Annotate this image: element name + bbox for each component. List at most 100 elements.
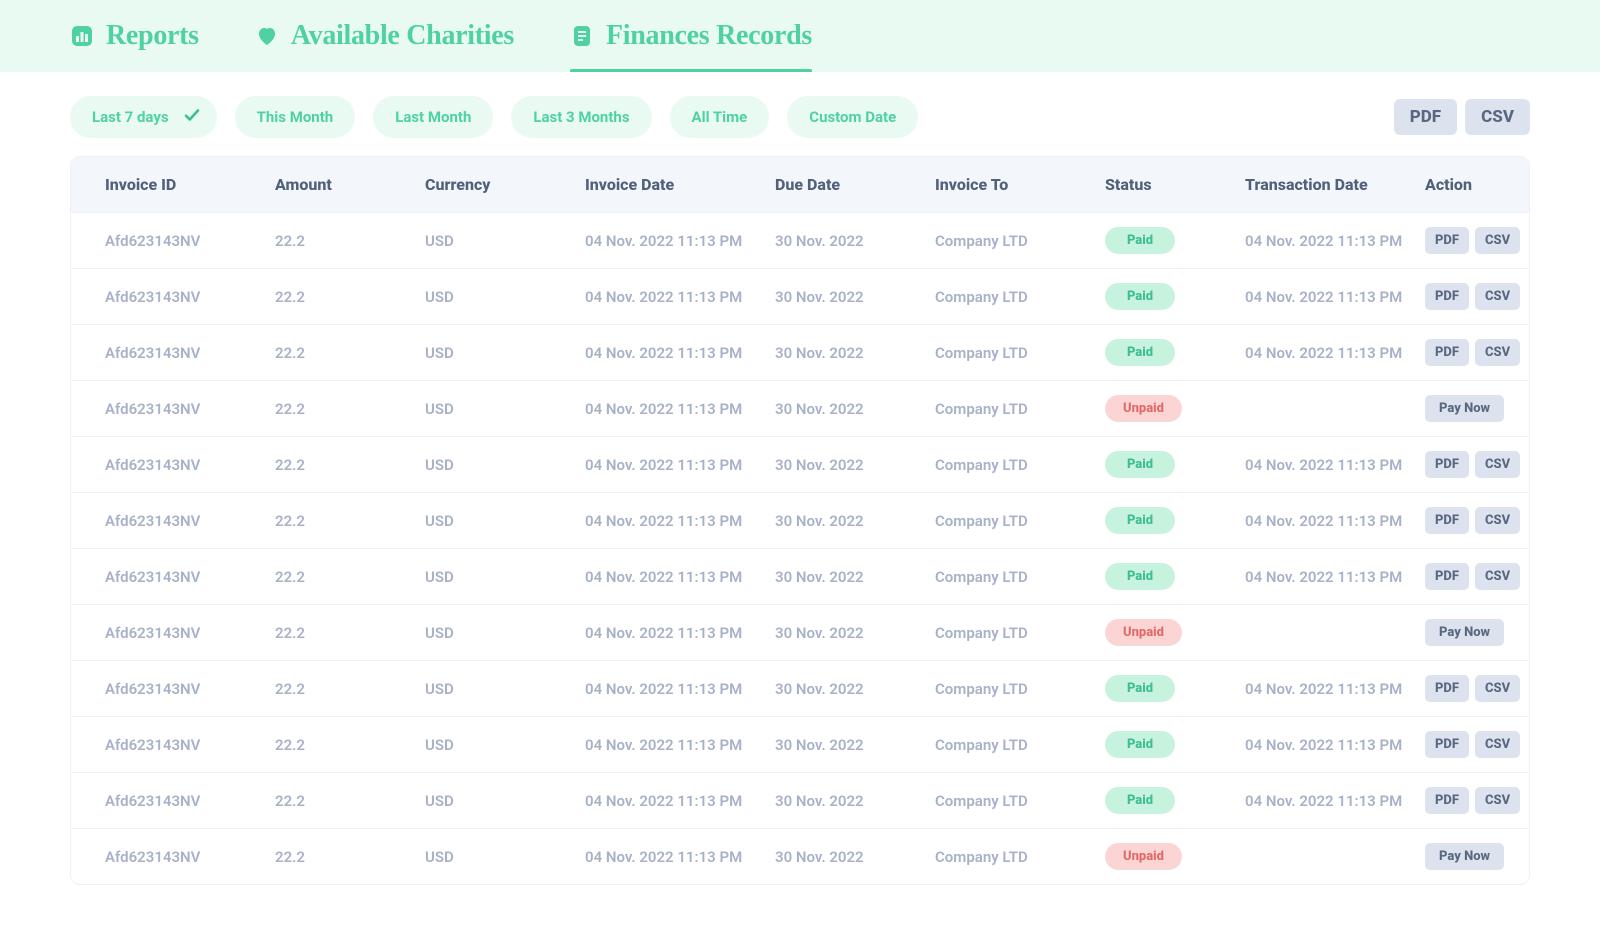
status-chip: Paid xyxy=(1105,563,1175,590)
pay-now-button[interactable]: Pay Now xyxy=(1425,843,1504,870)
table-row: Afd623143NV22.2USD04 Nov. 2022 11:13 PM3… xyxy=(71,436,1529,492)
row-pdf-button[interactable]: PDF xyxy=(1425,339,1469,366)
row-pdf-button[interactable]: PDF xyxy=(1425,227,1469,254)
row-csv-button[interactable]: CSV xyxy=(1475,787,1520,814)
cell-due-date: 30 Nov. 2022 xyxy=(775,400,935,418)
cell-invoice-id: Afd623143NV xyxy=(105,792,275,810)
row-csv-button[interactable]: CSV xyxy=(1475,507,1520,534)
cell-invoice-id: Afd623143NV xyxy=(105,456,275,474)
cell-currency: USD xyxy=(425,848,585,866)
cell-status: Paid xyxy=(1105,731,1245,758)
row-pdf-button[interactable]: PDF xyxy=(1425,675,1469,702)
filter-pill[interactable]: Last Month xyxy=(373,96,493,138)
status-chip: Unpaid xyxy=(1105,395,1182,422)
pay-now-button[interactable]: Pay Now xyxy=(1425,619,1504,646)
cell-transaction-date: 04 Nov. 2022 11:13 PM xyxy=(1245,792,1425,810)
cell-amount: 22.2 xyxy=(275,792,425,810)
cell-due-date: 30 Nov. 2022 xyxy=(775,736,935,754)
cell-invoice-id: Afd623143NV xyxy=(105,400,275,418)
filter-pill[interactable]: Custom Date xyxy=(787,96,918,138)
filter-bar: Last 7 days This Month Last Month Last 3 Mo… xyxy=(0,72,1600,156)
cell-invoice-to: Company LTD xyxy=(935,736,1105,754)
cell-amount: 22.2 xyxy=(275,232,425,250)
tab-label: Finances Records xyxy=(606,20,812,52)
table-row: Afd623143NV22.2USD04 Nov. 2022 11:13 PM3… xyxy=(71,212,1529,268)
cell-amount: 22.2 xyxy=(275,624,425,642)
cell-actions: Pay Now xyxy=(1425,843,1530,870)
status-chip: Paid xyxy=(1105,227,1175,254)
cell-invoice-to: Company LTD xyxy=(935,288,1105,306)
column-header: Due Date xyxy=(775,175,935,194)
cell-amount: 22.2 xyxy=(275,736,425,754)
cell-transaction-date: 04 Nov. 2022 11:13 PM xyxy=(1245,456,1425,474)
cell-actions: Pay Now xyxy=(1425,395,1530,422)
cell-status: Paid xyxy=(1105,563,1245,590)
status-chip: Paid xyxy=(1105,507,1175,534)
cell-actions: PDFCSV xyxy=(1425,227,1530,254)
heart-icon xyxy=(255,24,279,48)
row-csv-button[interactable]: CSV xyxy=(1475,339,1520,366)
check-icon xyxy=(183,106,201,128)
column-header: Amount xyxy=(275,175,425,194)
export-pdf-button[interactable]: PDF xyxy=(1394,99,1457,135)
cell-currency: USD xyxy=(425,344,585,362)
export-csv-button[interactable]: CSV xyxy=(1465,99,1530,135)
row-csv-button[interactable]: CSV xyxy=(1475,731,1520,758)
cell-status: Paid xyxy=(1105,675,1245,702)
cell-invoice-id: Afd623143NV xyxy=(105,680,275,698)
tab-label: Available Charities xyxy=(291,20,514,52)
cell-due-date: 30 Nov. 2022 xyxy=(775,512,935,530)
cell-transaction-date: 04 Nov. 2022 11:13 PM xyxy=(1245,344,1425,362)
cell-amount: 22.2 xyxy=(275,400,425,418)
row-pdf-button[interactable]: PDF xyxy=(1425,283,1469,310)
cell-currency: USD xyxy=(425,792,585,810)
cell-invoice-date: 04 Nov. 2022 11:13 PM xyxy=(585,400,775,418)
cell-status: Unpaid xyxy=(1105,619,1245,646)
row-pdf-button[interactable]: PDF xyxy=(1425,563,1469,590)
row-pdf-button[interactable]: PDF xyxy=(1425,451,1469,478)
cell-status: Paid xyxy=(1105,451,1245,478)
cell-status: Paid xyxy=(1105,787,1245,814)
cell-invoice-date: 04 Nov. 2022 11:13 PM xyxy=(585,232,775,250)
filter-pill[interactable]: All Time xyxy=(670,96,770,138)
cell-invoice-to: Company LTD xyxy=(935,512,1105,530)
tab-charities[interactable]: Available Charities xyxy=(255,0,514,72)
invoice-table: Invoice IDAmountCurrencyInvoice DateDue … xyxy=(70,156,1530,885)
cell-actions: PDFCSV xyxy=(1425,507,1530,534)
row-csv-button[interactable]: CSV xyxy=(1475,283,1520,310)
cell-actions: PDFCSV xyxy=(1425,451,1530,478)
row-csv-button[interactable]: CSV xyxy=(1475,563,1520,590)
cell-invoice-date: 04 Nov. 2022 11:13 PM xyxy=(585,736,775,754)
cell-invoice-date: 04 Nov. 2022 11:13 PM xyxy=(585,512,775,530)
cell-actions: PDFCSV xyxy=(1425,787,1530,814)
filter-pill[interactable]: Last 7 days xyxy=(70,96,217,138)
cell-due-date: 30 Nov. 2022 xyxy=(775,624,935,642)
filter-pill[interactable]: Last 3 Months xyxy=(511,96,651,138)
row-pdf-button[interactable]: PDF xyxy=(1425,787,1469,814)
row-pdf-button[interactable]: PDF xyxy=(1425,731,1469,758)
row-csv-button[interactable]: CSV xyxy=(1475,227,1520,254)
cell-transaction-date: 04 Nov. 2022 11:13 PM xyxy=(1245,512,1425,530)
filter-label: Last Month xyxy=(395,108,471,126)
table-head: Invoice IDAmountCurrencyInvoice DateDue … xyxy=(71,157,1529,212)
cell-currency: USD xyxy=(425,456,585,474)
pay-now-button[interactable]: Pay Now xyxy=(1425,395,1504,422)
table-row: Afd623143NV22.2USD04 Nov. 2022 11:13 PM3… xyxy=(71,604,1529,660)
filter-pill[interactable]: This Month xyxy=(235,96,356,138)
cell-invoice-id: Afd623143NV xyxy=(105,568,275,586)
table-row: Afd623143NV22.2USD04 Nov. 2022 11:13 PM3… xyxy=(71,548,1529,604)
cell-invoice-id: Afd623143NV xyxy=(105,848,275,866)
cell-due-date: 30 Nov. 2022 xyxy=(775,568,935,586)
cell-invoice-to: Company LTD xyxy=(935,624,1105,642)
filter-label: Last 3 Months xyxy=(533,108,629,126)
row-pdf-button[interactable]: PDF xyxy=(1425,507,1469,534)
tab-reports[interactable]: Reports xyxy=(70,0,199,72)
filter-label: All Time xyxy=(692,108,748,126)
row-csv-button[interactable]: CSV xyxy=(1475,675,1520,702)
status-chip: Unpaid xyxy=(1105,843,1182,870)
tab-finances[interactable]: Finances Records xyxy=(570,0,812,72)
cell-amount: 22.2 xyxy=(275,288,425,306)
cell-transaction-date: 04 Nov. 2022 11:13 PM xyxy=(1245,232,1425,250)
row-csv-button[interactable]: CSV xyxy=(1475,451,1520,478)
column-header: Currency xyxy=(425,175,585,194)
